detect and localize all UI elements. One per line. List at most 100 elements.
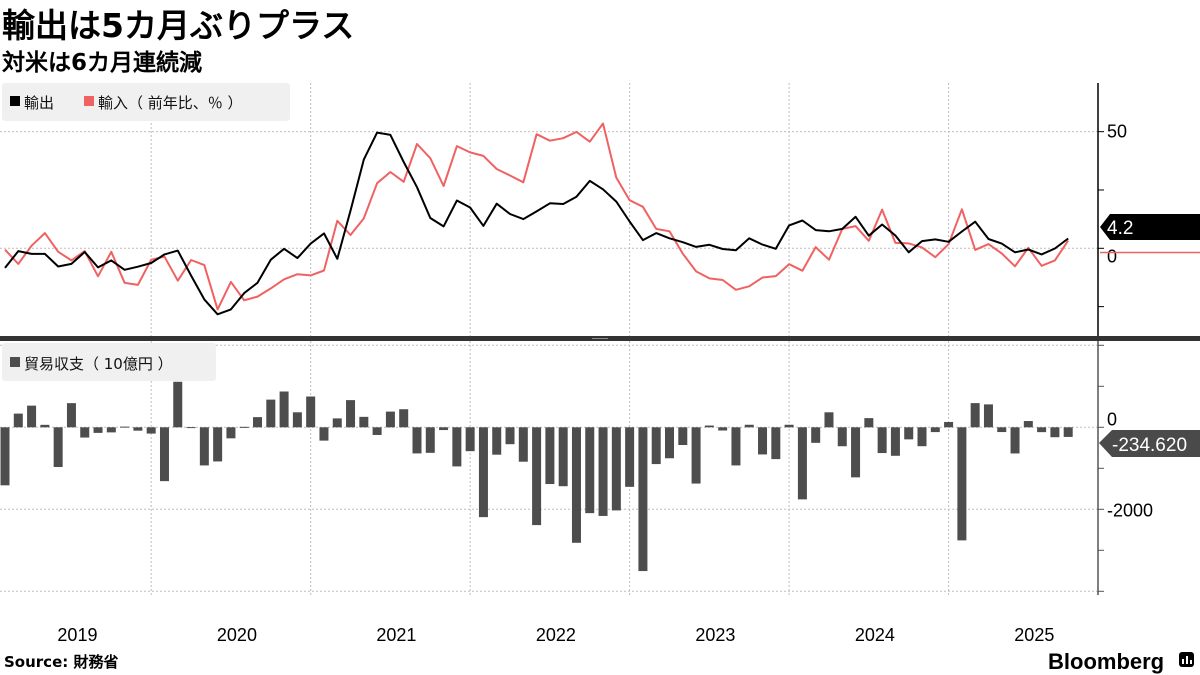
balance-bar-2023-11: [771, 427, 781, 460]
balance-bar-2021-12: [465, 427, 475, 452]
imports-legend-swatch: [84, 96, 94, 106]
x-tick-label-2025: 2025: [1014, 625, 1054, 645]
balance-bar-2021-02: [332, 418, 342, 428]
balance-bar-2019-01: [0, 427, 10, 486]
balance-bar-2025-03: [983, 404, 993, 428]
balance-bar-2020-10: [279, 391, 289, 428]
chart-subtitle: 対米は6カ月連続減: [2, 49, 202, 76]
bloomberg-wordmark: Bloomberg: [1048, 649, 1164, 674]
balance-bar-2019-09: [106, 427, 116, 433]
logo-bar: [1190, 660, 1192, 664]
balance-bar-2023-04: [678, 427, 688, 446]
balance-bar-2019-06: [66, 403, 76, 428]
balance-bar-2020-01: [159, 427, 169, 482]
balance-last-value-callout: -234.620: [1099, 430, 1200, 457]
balance-bar-2025-08: [1050, 427, 1060, 438]
balance-bar-2021-03: [346, 400, 356, 428]
balance-bar-2019-08: [93, 427, 103, 433]
chart-title: 輸出は5カ月ぶりプラス: [2, 6, 354, 45]
x-tick-label-2020: 2020: [217, 625, 257, 645]
top-legend-bg: [2, 83, 290, 121]
bottom-legend-bg: [2, 343, 216, 381]
balance-bar-2022-06: [545, 427, 555, 485]
bottom-legend: 貿易収支（ 10億円 ）: [2, 343, 216, 381]
balance-bar-2024-01: [797, 427, 807, 500]
balance-bar-2025-04: [997, 427, 1007, 433]
logo-bar: [1186, 656, 1188, 664]
top-legend: 輸出 輸入（ 前年比、％ ）: [2, 83, 290, 121]
exports-line: [4, 131, 1069, 316]
balance-bar-2022-08: [571, 427, 581, 543]
balance-bar-2019-02: [13, 413, 23, 428]
balance-bar-2022-09: [585, 427, 595, 514]
balance-bar-2025-01: [957, 427, 967, 541]
exports-callout-bg: [1100, 214, 1200, 240]
imports-legend-label: 輸入（ 前年比、％ ）: [98, 94, 243, 112]
balance-bar-2021-01: [319, 427, 329, 441]
balance-bar-2025-02: [970, 403, 980, 428]
balance-bar-2024-06: [864, 418, 874, 428]
balance-bar-2025-09: [1063, 427, 1073, 437]
balance-bar-2020-02: [173, 381, 183, 428]
bottom-y-tick-label: 0: [1107, 409, 1117, 429]
x-tick-label-2022: 2022: [536, 625, 576, 645]
balance-bar-2019-05: [53, 427, 63, 467]
balance-bar-2023-01: [638, 427, 648, 572]
balance-bar-2023-08: [731, 427, 741, 466]
x-tick-label-2019: 2019: [57, 625, 97, 645]
balance-bar-2019-04: [40, 424, 50, 428]
x-tick-label-2021: 2021: [376, 625, 416, 645]
balance-callout-value: -234.620: [1112, 435, 1187, 456]
balance-bar-2020-03: [186, 427, 196, 429]
balance-bar-2021-11: [452, 427, 462, 467]
balance-bar-2022-07: [558, 427, 568, 487]
x-tick-label-2024: 2024: [855, 625, 895, 645]
balance-bar-2024-08: [890, 427, 900, 456]
exports-last-value-callout: 4.2: [1100, 214, 1200, 254]
balance-bar-2020-04: [199, 427, 209, 466]
balance-bar-2022-10: [598, 427, 608, 516]
balance-bar-2021-05: [372, 427, 382, 435]
balance-bar-2019-07: [80, 427, 90, 438]
balance-bar-2021-08: [412, 427, 422, 454]
balance-bar-2022-12: [625, 427, 635, 487]
balance-bar-2024-09: [904, 427, 914, 440]
balance-bar-2023-09: [744, 424, 754, 428]
balance-bar-2023-05: [691, 427, 701, 484]
imports-line: [4, 122, 1070, 311]
bottom-y-tick-label: -2000: [1107, 500, 1153, 520]
balance-legend-label: 貿易収支（ 10億円 ）: [24, 355, 173, 373]
balance-bar-2023-03: [665, 427, 674, 459]
balance-bar-2020-07: [239, 426, 249, 428]
balance-bar-2020-11: [292, 412, 302, 428]
balance-bar-2023-10: [758, 427, 768, 455]
top-y-tick-label: 0: [1107, 246, 1117, 266]
balance-bar-2025-07: [1037, 427, 1047, 433]
balance-bar-2024-02: [811, 427, 821, 443]
balance-bar-2022-01: [478, 427, 488, 518]
balance-bar-2022-02: [492, 427, 502, 455]
balance-bar-2021-04: [359, 416, 369, 428]
balance-bar-2023-12: [784, 424, 794, 428]
balance-bar-2021-09: [425, 427, 435, 453]
balance-bar-2020-09: [266, 399, 276, 428]
balance-bar-2023-02: [651, 427, 661, 465]
balance-bar-2022-11: [611, 427, 621, 511]
balance-bar-2025-05: [1010, 427, 1020, 454]
balance-bar-2020-08: [253, 417, 263, 428]
balance-bar-2023-06: [704, 425, 714, 428]
balance-bar-2020-12: [306, 396, 316, 428]
balance-bar-2024-10: [917, 427, 927, 447]
balance-bar-2024-11: [930, 427, 940, 433]
balance-bar-2025-06: [1023, 421, 1033, 428]
source-note: Source: 財務省: [4, 653, 118, 671]
exports-legend-swatch: [10, 96, 20, 106]
balance-bar-2022-05: [532, 427, 542, 526]
balance-callout-bg: [1099, 430, 1200, 457]
balance-bar-2024-03: [824, 412, 834, 428]
balance-bar-2024-12: [944, 421, 954, 428]
balance-bar-2020-05: [213, 427, 223, 462]
top-y-tick-label: 50: [1107, 122, 1127, 142]
balance-bar-2024-07: [877, 427, 887, 454]
